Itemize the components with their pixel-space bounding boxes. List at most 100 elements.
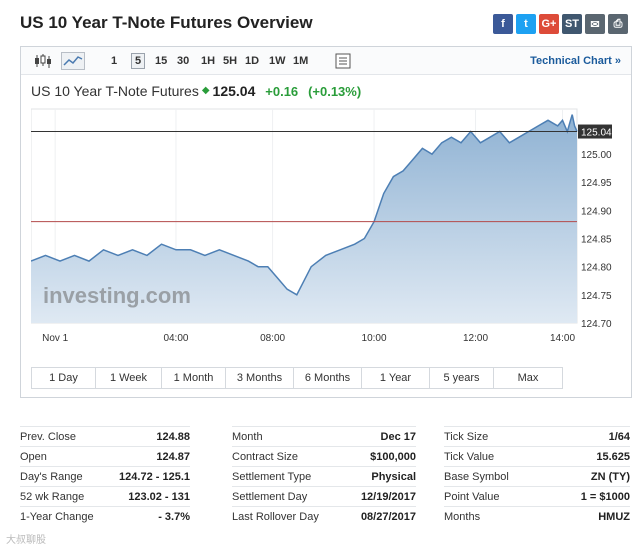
y-tick-label: 125.00: [581, 150, 612, 161]
last-price: 125.04: [212, 83, 256, 99]
stat-label: Settlement Type: [232, 471, 312, 483]
stat-label: Base Symbol: [444, 471, 509, 483]
timeframe-30[interactable]: 30: [177, 55, 190, 67]
stat-row: Settlement Type Physical: [232, 466, 416, 486]
print-icon[interactable]: ⎙: [608, 14, 628, 34]
stat-label: Months: [444, 511, 481, 523]
area-chart-icon[interactable]: [61, 52, 85, 70]
stat-label: Day's Range: [20, 471, 83, 483]
facebook-icon[interactable]: f: [493, 14, 513, 34]
stat-row: Tick Value 15.625: [444, 446, 630, 466]
technical-chart-link[interactable]: Technical Chart »: [530, 55, 621, 67]
x-tick-label: 12:00: [463, 333, 488, 344]
stat-row: Month Dec 17: [232, 426, 416, 446]
stat-label: Settlement Day: [232, 491, 308, 503]
stat-value: 124.87: [156, 451, 190, 463]
stat-row: Open 124.87: [20, 446, 190, 466]
stat-value: HMUZ: [598, 511, 630, 523]
stat-label: Point Value: [444, 491, 500, 503]
range-3-months[interactable]: 3 Months: [226, 368, 294, 388]
y-tick-label: 124.80: [581, 263, 612, 274]
range-1-year[interactable]: 1 Year: [362, 368, 430, 388]
timeframe-1[interactable]: 1: [111, 55, 118, 67]
price-change: +0.16: [265, 84, 299, 99]
stat-row: Base Symbol ZN (TY): [444, 466, 630, 486]
chart-toolbar: 1 5 15 30 1H 5H 1D 1W 1M Technical Chart »: [21, 47, 631, 75]
y-tick-label: 124.75: [581, 291, 612, 302]
stocktwits-icon[interactable]: ST: [562, 14, 582, 34]
stat-value: 124.88: [156, 431, 190, 443]
settings-panel-icon[interactable]: [331, 52, 355, 70]
stat-label: Month: [232, 431, 263, 443]
range-1-week[interactable]: 1 Week: [96, 368, 162, 388]
stat-value: 1/64: [608, 431, 630, 443]
price-change-pct: (+0.13%): [308, 84, 362, 99]
stat-row: Prev. Close 124.88: [20, 426, 190, 446]
x-tick-label: 10:00: [362, 333, 387, 344]
google-plus-icon[interactable]: G+: [539, 14, 559, 34]
stat-row: Tick Size 1/64: [444, 426, 630, 446]
stat-label: 1-Year Change: [20, 511, 94, 523]
up-arrow-icon: ◆: [201, 85, 210, 96]
stats-column-3: Tick Size 1/64 Tick Value 15.625 Base Symbol…: [444, 426, 630, 526]
stat-row: Contract Size $100,000: [232, 446, 416, 466]
y-tick-label: 124.90: [581, 206, 612, 217]
twitter-icon[interactable]: t: [516, 14, 536, 34]
stat-value: 124.72 - 125.1: [119, 471, 190, 483]
x-tick-label: 08:00: [260, 333, 285, 344]
range-1-day[interactable]: 1 Day: [32, 368, 96, 388]
price-area: [31, 114, 577, 323]
stat-value: ZN (TY): [590, 471, 630, 483]
price-line: [31, 114, 578, 296]
range-5-years[interactable]: 5 years: [430, 368, 494, 388]
stat-value: Physical: [371, 471, 416, 483]
timeframe-1w[interactable]: 1W: [269, 55, 286, 67]
x-tick-label: 04:00: [163, 333, 188, 344]
stat-row: Months HMUZ: [444, 506, 630, 526]
bottom-watermark: 大叔聊股: [6, 535, 46, 546]
instrument-name: US 10 Year T-Note Futures: [31, 83, 199, 99]
stat-label: Prev. Close: [20, 431, 77, 443]
stat-label: Tick Value: [444, 451, 495, 463]
page-title: US 10 Year T-Note Futures Overview: [20, 13, 313, 32]
range-6-months[interactable]: 6 Months: [294, 368, 362, 388]
timeframe-15[interactable]: 15: [155, 55, 168, 67]
y-tick-label: 124.85: [581, 235, 612, 246]
timeframe-1m[interactable]: 1M: [293, 55, 309, 67]
stats-column-1: Prev. Close 124.88 Open 124.87 Day's Range 12…: [20, 426, 190, 526]
stat-value: 1 = $1000: [580, 491, 630, 503]
chart-panel: 1 5 15 30 1H 5H 1D 1W 1M Technical Chart » US 10…: [20, 46, 632, 398]
stat-label: Last Rollover Day: [232, 511, 319, 523]
stat-row: Point Value 1 = $1000: [444, 486, 630, 506]
stat-value: 12/19/2017: [360, 491, 416, 503]
stats-column-2: Month Dec 17 Contract Size $100,000 Settleme…: [232, 426, 416, 526]
timeframe-1h[interactable]: 1H: [201, 55, 216, 67]
stat-label: Tick Size: [444, 431, 489, 443]
candlestick-icon[interactable]: [31, 52, 55, 70]
timeframe-5h[interactable]: 5H: [223, 55, 238, 67]
stat-row: Last Rollover Day 08/27/2017: [232, 506, 416, 526]
stat-value: 08/27/2017: [360, 511, 416, 523]
stat-label: 52 wk Range: [20, 491, 85, 503]
investing-logo: investing.com: [43, 283, 191, 308]
stat-value: 123.02 - 131: [128, 491, 190, 503]
stat-value: $100,000: [370, 451, 416, 463]
stat-value: 15.625: [596, 451, 630, 463]
timeframe-1d[interactable]: 1D: [245, 55, 260, 67]
stat-value: Dec 17: [380, 431, 416, 443]
range-max[interactable]: Max: [517, 372, 539, 384]
stat-row: Settlement Day 12/19/2017: [232, 486, 416, 506]
share-bar: f t G+ ST ✉ ⎙: [493, 14, 628, 34]
y-tick-label: 125.04: [581, 128, 612, 139]
email-icon[interactable]: ✉: [585, 14, 605, 34]
range-selector: 1 Day 1 Week 1 Month 3 Months 6 Months 1 Year…: [31, 367, 563, 389]
stat-label: Contract Size: [232, 451, 299, 463]
price-chart[interactable]: investing.com 124.70 124.75 124.80 124.85 124…: [31, 107, 623, 359]
quote-header: US 10 Year T-Note Futures ◆ 125.04 +0.16 (…: [31, 83, 361, 99]
stat-value: - 3.7%: [158, 511, 190, 523]
stat-row: 52 wk Range 123.02 - 131: [20, 486, 190, 506]
range-1-month[interactable]: 1 Month: [162, 368, 226, 388]
y-tick-label: 124.70: [581, 319, 612, 330]
timeframe-5[interactable]: 5: [131, 53, 146, 69]
stat-label: Open: [20, 451, 47, 463]
